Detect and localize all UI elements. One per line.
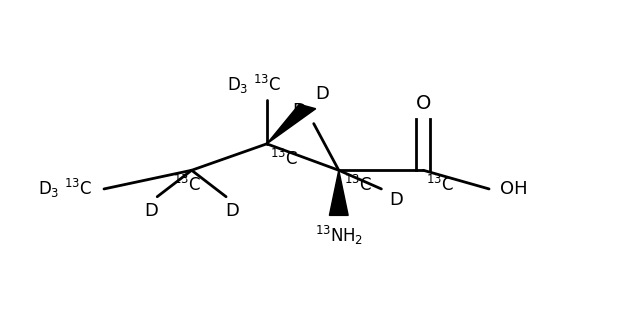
Text: $^{13}$C: $^{13}$C <box>270 149 298 169</box>
Text: $^{13}$C: $^{13}$C <box>344 175 372 195</box>
Polygon shape <box>330 170 348 215</box>
Text: D: D <box>292 102 306 121</box>
Text: D$_3$ $^{13}$C: D$_3$ $^{13}$C <box>38 176 93 200</box>
Text: O: O <box>415 94 431 113</box>
Text: $^{13}$C: $^{13}$C <box>426 175 454 195</box>
Text: D$_3$ $^{13}$C: D$_3$ $^{13}$C <box>227 72 282 96</box>
Text: D: D <box>144 202 158 220</box>
Text: $^{13}$C: $^{13}$C <box>173 175 201 195</box>
Text: $^{13}$NH$_2$: $^{13}$NH$_2$ <box>315 224 363 247</box>
Polygon shape <box>267 104 316 144</box>
Text: D: D <box>315 85 329 103</box>
Text: D: D <box>389 191 403 209</box>
Text: OH: OH <box>500 180 528 198</box>
Text: D: D <box>225 202 239 220</box>
